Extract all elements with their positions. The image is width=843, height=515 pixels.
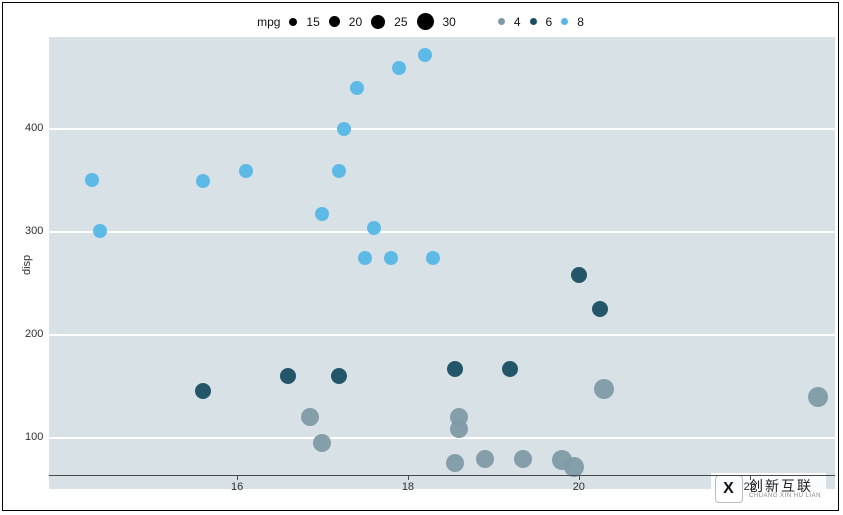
scatter-point [195,383,211,399]
gridline-y [49,437,835,439]
x-tick [579,475,580,480]
legend-label: 8 [577,15,584,29]
x-axis-line [49,475,835,476]
scatter-point [315,207,329,221]
scatter-point [592,301,608,317]
legend-size-bubble [289,18,297,26]
scatter-point [476,450,494,468]
legend-color-dot [530,18,537,25]
legend: mpg 15 20 25 30 4 6 8 [11,13,830,30]
chart-panel: disp mpg 15 20 25 30 4 6 8 X 创新互联 CHUANG XIN HU… [11,11,830,502]
scatter-point [331,368,347,384]
legend-size-bubble [371,15,385,29]
x-tick [408,475,409,480]
scatter-point [384,251,398,265]
legend-label: mpg [257,15,280,29]
watermark: X 创新互联 CHUANG XIN HU LIAN [711,473,826,504]
scatter-point [502,361,518,377]
legend-label: 4 [514,15,521,29]
scatter-point [301,408,319,426]
scatter-point [313,434,331,452]
legend-label: 30 [443,15,456,29]
scatter-point [280,368,296,384]
x-tick [750,475,751,480]
scatter-point [93,224,107,238]
scatter-point [350,81,364,95]
y-tick-label: 300 [25,225,43,237]
scatter-point [196,174,210,188]
scatter-point [392,61,406,75]
watermark-logo-icon: X [715,475,743,503]
y-tick-label: 400 [25,122,43,134]
legend-label: 20 [349,15,362,29]
scatter-point [332,164,346,178]
scatter-point [450,408,468,426]
watermark-text-en: CHUANG XIN HU LIAN [749,493,821,499]
plot-area [49,37,835,489]
scatter-point [426,251,440,265]
y-tick-label: 100 [25,431,43,443]
legend-color-dot [498,18,505,25]
legend-size-bubble [417,13,434,30]
gridline-y [49,128,835,130]
legend-label: 25 [394,15,407,29]
y-axis-label: disp [21,255,33,275]
y-tick-label: 200 [25,328,43,340]
scatter-point [447,361,463,377]
watermark-text-cn: 创新互联 [749,479,821,493]
x-tick [237,475,238,480]
legend-label: 6 [546,15,553,29]
scatter-point [514,450,532,468]
scatter-point [337,122,351,136]
scatter-point [446,454,464,472]
legend-size-bubble [329,16,340,27]
gridline-y [49,334,835,336]
legend-label: 15 [306,15,319,29]
scatter-point [358,251,372,265]
scatter-point [594,379,614,399]
scatter-point [85,173,99,187]
scatter-point [571,267,587,283]
legend-color-dot [561,18,568,25]
gridline-y [49,231,835,233]
chart-frame: disp mpg 15 20 25 30 4 6 8 X 创新互联 CHUANG XIN HU… [2,2,839,511]
scatter-point [808,387,828,407]
scatter-point [418,48,432,62]
scatter-point [367,221,381,235]
scatter-point [239,164,253,178]
